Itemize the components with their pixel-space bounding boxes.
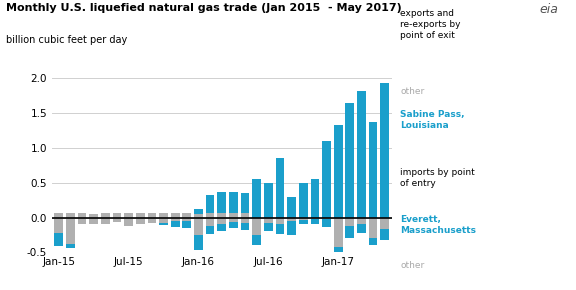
Bar bbox=[217, 218, 226, 224]
Bar bbox=[171, 218, 180, 221]
Bar bbox=[194, 214, 203, 218]
Bar bbox=[310, 218, 319, 219]
Bar bbox=[101, 213, 110, 218]
Bar bbox=[66, 218, 75, 244]
Bar bbox=[217, 224, 226, 231]
Text: Everett,
Massachusetts: Everett, Massachusetts bbox=[400, 215, 476, 235]
Bar bbox=[78, 213, 86, 218]
Text: Monthly U.S. liquefied natural gas trade (Jan 2015  - May 2017): Monthly U.S. liquefied natural gas trade… bbox=[6, 3, 401, 13]
Bar bbox=[264, 218, 272, 223]
Bar bbox=[264, 223, 272, 231]
Bar bbox=[194, 235, 203, 250]
Bar bbox=[380, 229, 389, 240]
Bar bbox=[346, 226, 354, 238]
Bar bbox=[369, 238, 377, 245]
Bar bbox=[217, 192, 226, 213]
Bar bbox=[380, 218, 389, 229]
Bar bbox=[89, 218, 98, 224]
Bar bbox=[357, 91, 366, 218]
Bar bbox=[369, 122, 377, 218]
Bar bbox=[101, 218, 110, 224]
Text: other: other bbox=[400, 87, 425, 96]
Bar bbox=[171, 221, 180, 226]
Bar bbox=[147, 213, 156, 218]
Bar bbox=[89, 214, 98, 218]
Bar bbox=[136, 218, 145, 224]
Bar bbox=[357, 218, 366, 224]
Text: exports and
re-exports by
point of exit: exports and re-exports by point of exit bbox=[400, 9, 461, 40]
Bar bbox=[299, 183, 308, 218]
Bar bbox=[334, 247, 343, 256]
Bar bbox=[241, 218, 249, 223]
Bar bbox=[124, 213, 133, 218]
Bar bbox=[206, 195, 214, 213]
Bar bbox=[287, 197, 296, 218]
Bar bbox=[136, 213, 145, 218]
Bar bbox=[264, 183, 272, 218]
Bar bbox=[252, 235, 261, 245]
Bar bbox=[322, 218, 331, 219]
Text: Sabine Pass,
Louisiana: Sabine Pass, Louisiana bbox=[400, 110, 465, 130]
Bar bbox=[124, 218, 133, 226]
Bar bbox=[369, 218, 377, 238]
Bar bbox=[183, 221, 191, 228]
Text: eia: eia bbox=[540, 3, 559, 16]
Bar bbox=[66, 244, 75, 248]
Bar bbox=[346, 218, 354, 226]
Bar bbox=[287, 218, 296, 221]
Bar bbox=[275, 224, 285, 234]
Bar bbox=[206, 226, 214, 234]
Bar bbox=[206, 213, 214, 218]
Bar bbox=[55, 233, 63, 246]
Bar bbox=[241, 223, 249, 230]
Bar bbox=[275, 158, 285, 218]
Bar bbox=[346, 103, 354, 218]
Bar bbox=[113, 218, 122, 222]
Bar bbox=[113, 213, 122, 218]
Bar bbox=[159, 213, 168, 218]
Bar bbox=[322, 141, 331, 218]
Bar bbox=[183, 213, 191, 218]
Bar bbox=[252, 218, 261, 235]
Bar bbox=[322, 219, 331, 227]
Bar bbox=[229, 222, 238, 228]
Bar bbox=[78, 218, 86, 224]
Bar bbox=[310, 219, 319, 224]
Bar bbox=[206, 218, 214, 226]
Bar bbox=[357, 224, 366, 233]
Bar bbox=[229, 192, 238, 213]
Bar bbox=[147, 218, 156, 223]
Bar bbox=[380, 83, 389, 218]
Text: billion cubic feet per day: billion cubic feet per day bbox=[6, 35, 127, 45]
Text: other: other bbox=[400, 261, 425, 270]
Bar bbox=[159, 223, 168, 225]
Bar bbox=[229, 218, 238, 222]
Bar bbox=[241, 213, 249, 218]
Bar bbox=[287, 221, 296, 235]
Bar bbox=[229, 213, 238, 218]
Bar bbox=[299, 218, 308, 220]
Bar bbox=[299, 220, 308, 224]
Bar bbox=[241, 193, 249, 213]
Bar bbox=[55, 213, 63, 218]
Bar bbox=[66, 213, 75, 218]
Bar bbox=[183, 218, 191, 221]
Bar bbox=[310, 179, 319, 218]
Bar bbox=[194, 218, 203, 235]
Bar bbox=[171, 213, 180, 218]
Bar bbox=[55, 218, 63, 233]
Bar bbox=[159, 218, 168, 223]
Bar bbox=[194, 209, 203, 214]
Bar bbox=[275, 218, 285, 224]
Text: imports by point
of entry: imports by point of entry bbox=[400, 168, 475, 188]
Bar bbox=[334, 218, 343, 247]
Bar bbox=[334, 125, 343, 218]
Bar bbox=[252, 179, 261, 218]
Bar bbox=[217, 213, 226, 218]
